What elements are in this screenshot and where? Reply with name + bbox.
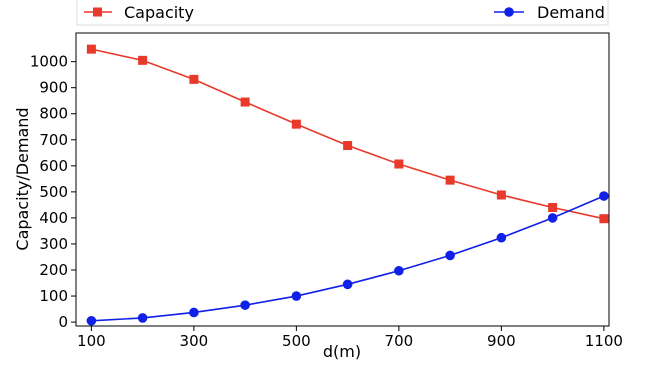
y-axis: 0 100 200 300 400 500 600 700 800 900 1000 <box>30 53 76 331</box>
y-tick-label: 300 <box>39 235 68 253</box>
capacity-point <box>240 97 250 107</box>
plot-frame <box>75 32 610 327</box>
y-tick-label: 900 <box>39 79 68 97</box>
capacity-point <box>291 119 301 129</box>
demand-point <box>86 315 97 326</box>
y-tick-label: 0 <box>58 313 68 331</box>
legend-demand-label: Demand <box>537 3 605 22</box>
capacity-point <box>138 55 148 65</box>
demand-point <box>445 250 455 261</box>
capacity-point <box>343 141 353 151</box>
x-tick-label: 500 <box>282 332 311 350</box>
legend: Capacity Demand <box>76 0 609 26</box>
y-tick-label: 100 <box>39 287 68 305</box>
y-tick-label: 800 <box>39 105 68 123</box>
capacity-point <box>86 44 96 54</box>
y-tick-label: 700 <box>39 131 68 149</box>
demand-point <box>599 191 609 201</box>
series-demand <box>86 191 609 326</box>
demand-point <box>240 300 250 310</box>
x-tick-label: 100 <box>77 332 106 350</box>
capacity-point <box>496 190 506 200</box>
y-tick-label: 500 <box>39 183 68 201</box>
demand-point <box>137 313 148 323</box>
y-tick-label: 1000 <box>30 53 68 71</box>
capacity-point <box>445 175 455 185</box>
series-capacity <box>86 44 609 224</box>
x-axis: 100 300 500 700 900 1100 <box>77 326 623 350</box>
demand-point <box>189 307 199 318</box>
legend-entry-demand: Demand <box>494 3 605 22</box>
demand-point <box>394 265 404 276</box>
capacity-line <box>91 48 605 220</box>
x-tick-label: 900 <box>487 332 516 350</box>
demand-point <box>291 291 302 301</box>
y-tick-label: 600 <box>39 157 68 175</box>
demand-point <box>496 232 507 243</box>
capacity-point <box>189 74 199 84</box>
demand-line <box>91 195 605 322</box>
y-axis-title: Capacity/Demand <box>13 107 32 250</box>
demand-point <box>342 279 353 290</box>
y-tick-label: 200 <box>39 261 68 279</box>
y-tick-label: 400 <box>39 209 68 227</box>
x-tick-label: 700 <box>385 332 414 350</box>
x-tick-label: 300 <box>180 332 209 350</box>
capacity-point <box>394 159 404 169</box>
legend-entry-capacity: Capacity <box>84 3 194 22</box>
capacity-point <box>548 202 558 212</box>
series-layer <box>86 44 609 326</box>
demand-point <box>547 213 558 223</box>
legend-capacity-label: Capacity <box>124 3 194 22</box>
x-tick-label: 1100 <box>585 332 623 350</box>
legend-capacity-marker <box>93 7 102 17</box>
capacity-point <box>599 214 609 224</box>
x-axis-title: d(m) <box>323 342 361 361</box>
legend-demand-marker <box>504 7 514 17</box>
